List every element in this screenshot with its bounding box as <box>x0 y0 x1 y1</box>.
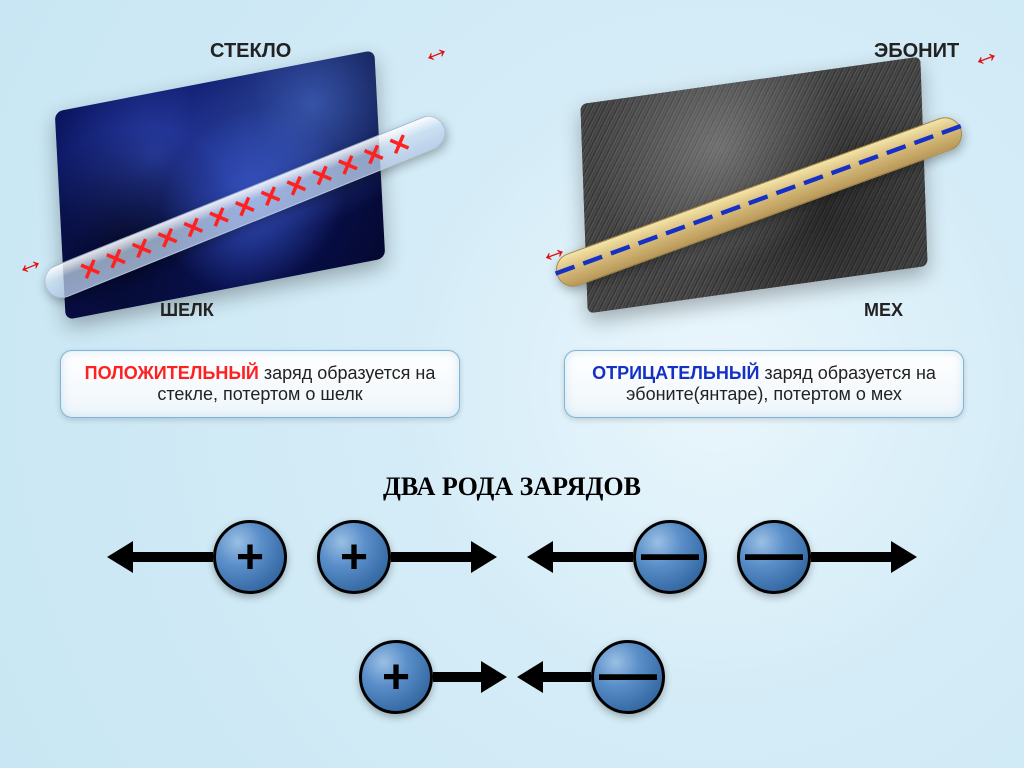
charge-arrow-pair: — <box>737 520 917 594</box>
friction-arrow-icon: ↔ <box>965 34 1005 76</box>
glass-silk-illustration: СТЕКЛО ↔ ✕ ✕ ✕ ✕ ✕ ✕ ✕ ✕ ✕ ✕ ✕ ✕ ✕ ↔ ШЕЛ… <box>20 10 500 340</box>
silk-label: ШЕЛК <box>160 300 214 321</box>
negative-callout: ОТРИЦАТЕЛЬНЫЙ заряд образуется на эбонит… <box>564 350 964 418</box>
force-arrow-right-icon <box>391 541 497 573</box>
charge-arrow-pair: — <box>527 520 707 594</box>
charges-row-2: +— <box>0 640 1024 714</box>
glass-label: СТЕКЛО <box>210 40 291 63</box>
positive-highlight: ПОЛОЖИТЕЛЬНЫЙ <box>85 363 259 383</box>
positive-charge-ball: + <box>359 640 433 714</box>
force-arrow-left-icon <box>517 661 591 693</box>
negative-charge-ball: — <box>591 640 665 714</box>
charges-row-1: + + — — <box>0 520 1024 594</box>
force-arrow-left-icon <box>107 541 213 573</box>
section-title: ДВА РОДА ЗАРЯДОВ <box>0 472 1024 502</box>
negative-charge-panel: ЭБОНИТ ↔ − − − − − − − − − − − − − − − ↔… <box>524 10 1004 418</box>
positive-charge-panel: СТЕКЛО ↔ ✕ ✕ ✕ ✕ ✕ ✕ ✕ ✕ ✕ ✕ ✕ ✕ ✕ ↔ ШЕЛ… <box>20 10 500 418</box>
charge-arrow-pair: + <box>359 640 507 714</box>
force-arrow-right-icon <box>433 661 507 693</box>
negative-charge-ball: — <box>737 520 811 594</box>
negative-highlight: ОТРИЦАТЕЛЬНЫЙ <box>592 363 759 383</box>
friction-arrow-icon: ↔ <box>9 242 50 285</box>
negative-charge-ball: — <box>633 520 707 594</box>
force-arrow-left-icon <box>527 541 633 573</box>
ebonite-fur-illustration: ЭБОНИТ ↔ − − − − − − − − − − − − − − − ↔… <box>524 10 1004 340</box>
friction-arrow-icon: ↔ <box>415 30 456 73</box>
positive-callout: ПОЛОЖИТЕЛЬНЫЙ заряд образуется на стекле… <box>60 350 460 418</box>
force-arrow-right-icon <box>811 541 917 573</box>
charge-arrow-pair: — <box>517 640 665 714</box>
charge-arrow-pair: + <box>317 520 497 594</box>
fur-label: МЕХ <box>864 300 903 321</box>
plus-mark: ✕ <box>75 253 105 285</box>
positive-charge-ball: + <box>213 520 287 594</box>
positive-charge-ball: + <box>317 520 391 594</box>
charge-arrow-pair: + <box>107 520 287 594</box>
